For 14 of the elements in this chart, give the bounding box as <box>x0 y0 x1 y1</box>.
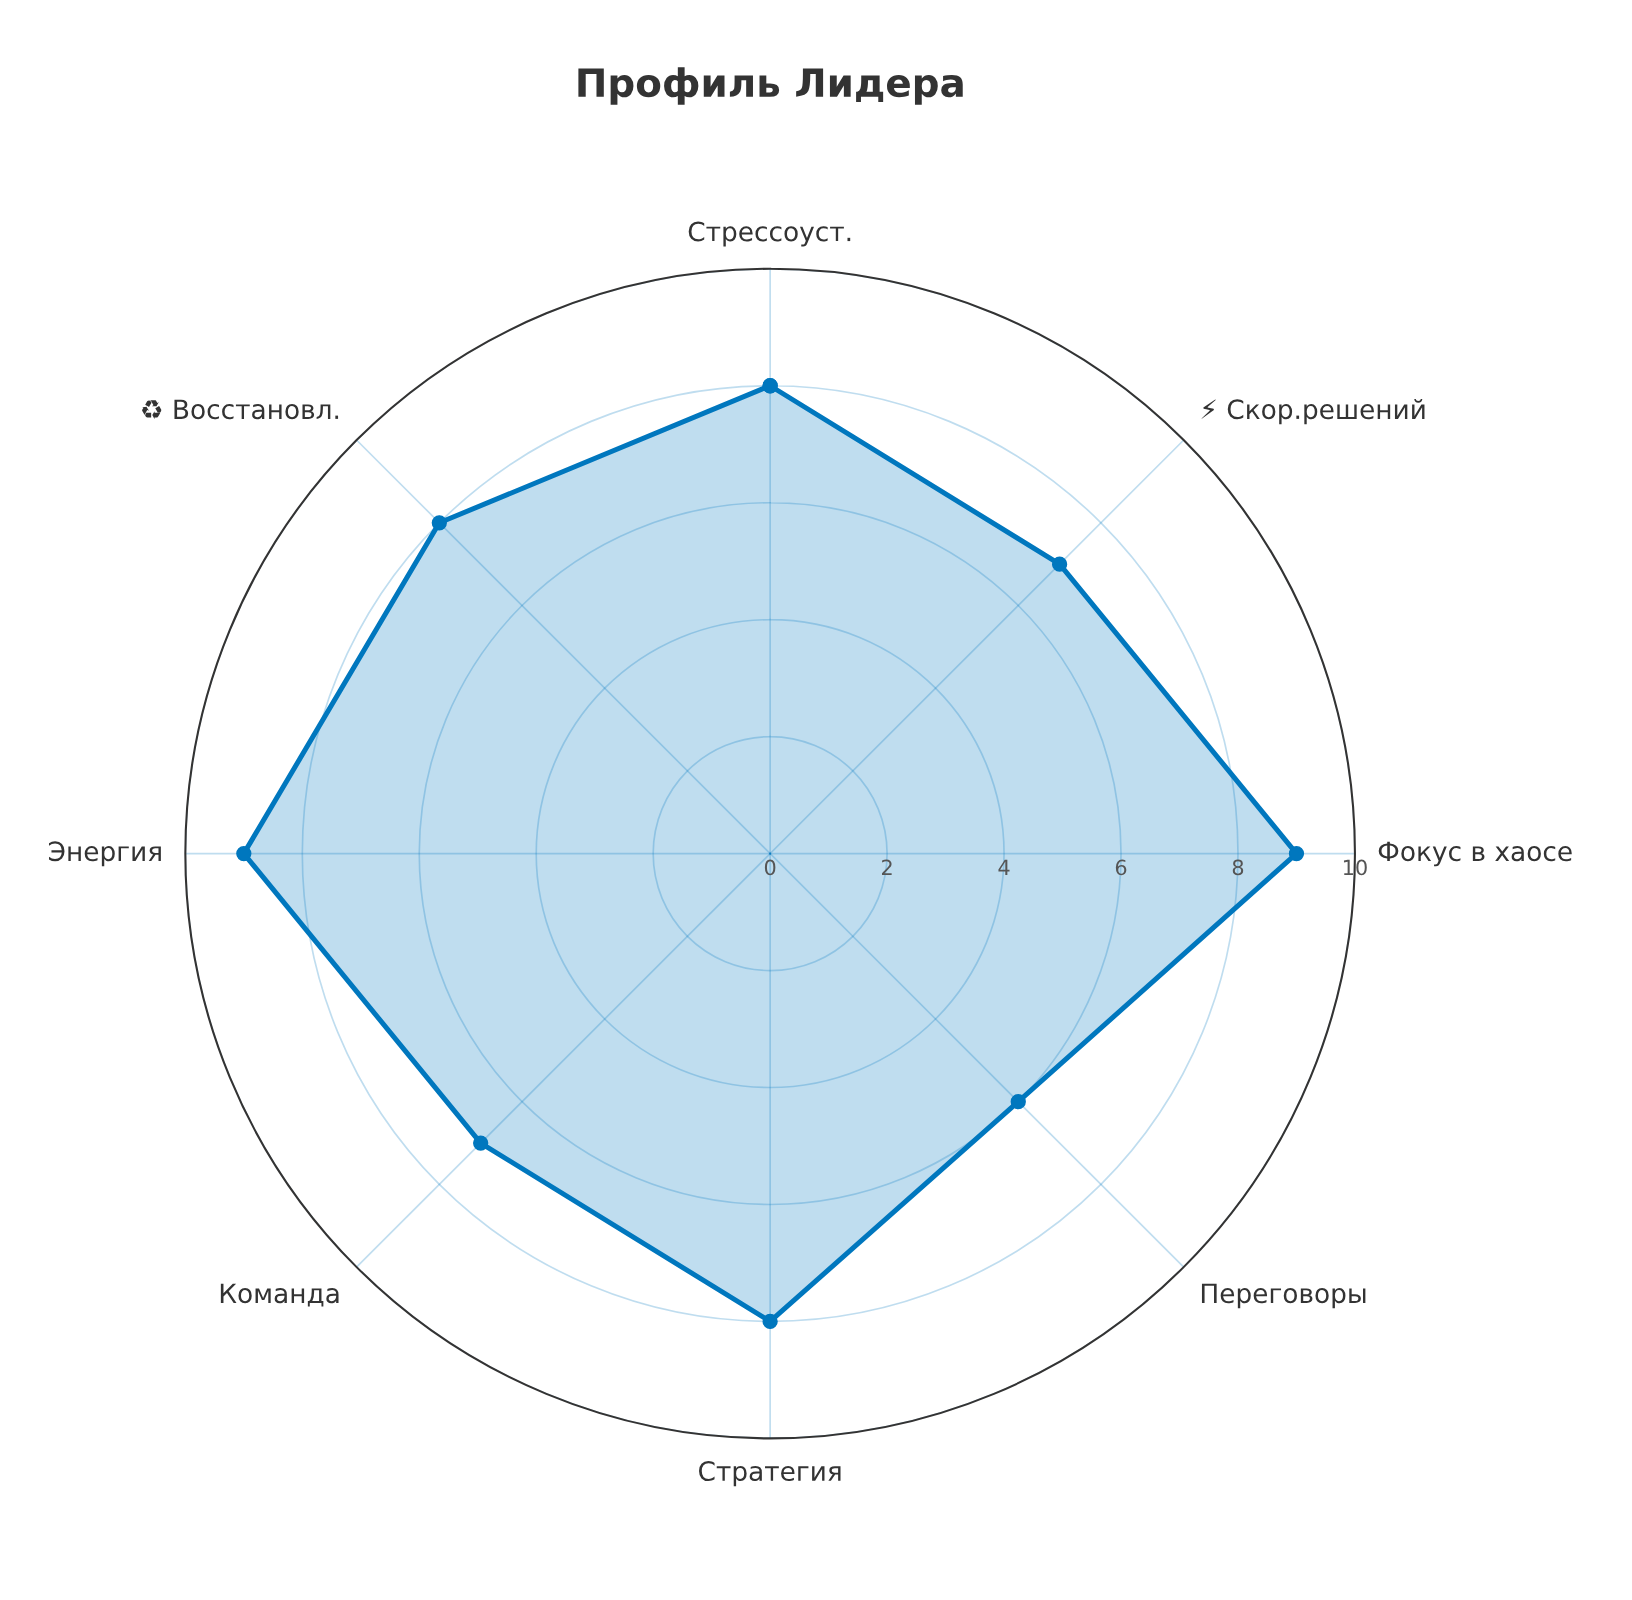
spoke-label: Стратегия <box>699 1461 841 1487</box>
spoke-label: Стрессоуст. <box>688 221 851 247</box>
y-tick-label: 4 <box>998 859 1010 875</box>
y-tick-label: 8 <box>1232 859 1244 876</box>
spoke-label: Энергия <box>48 841 161 867</box>
y-tick-label: 2 <box>882 859 892 875</box>
y-tick-label: 6 <box>1115 859 1127 876</box>
spoke-label: ♻ Восстановл. <box>142 399 339 420</box>
y-tick-label: 0 <box>764 859 776 876</box>
spoke-label: Переговоры <box>1201 1283 1366 1309</box>
chart-title: Профиль Лидера <box>578 67 963 105</box>
spoke-label: ⚡ Скор.решений <box>1201 398 1425 425</box>
spoke-label: Фокус в хаосе <box>1378 841 1572 867</box>
spoke-label: Команда <box>220 1283 339 1307</box>
